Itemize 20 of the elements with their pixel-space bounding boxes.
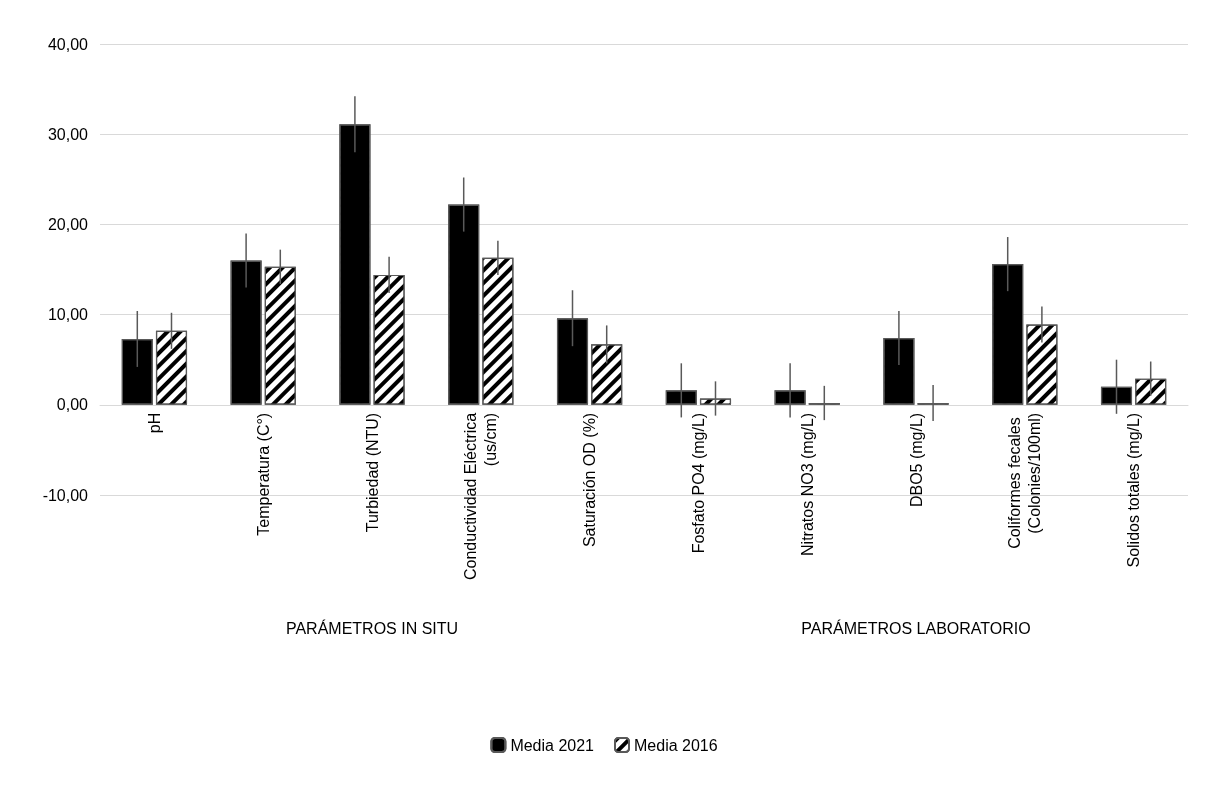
x-tick-label: Conductividad Eléctrica (us/cm): [462, 412, 500, 580]
text: PARÁMETROS LABORATORIO: [801, 618, 1031, 637]
x-tick-label: Nitratos NO3 (mg/L): [798, 412, 816, 556]
x-tick-label: pH: [145, 412, 163, 434]
x-tick-label: Saturación OD (%): [581, 412, 599, 548]
y-tick-label: 0,00: [56, 396, 89, 414]
x-tick-label: Temperatura (C°): [254, 412, 272, 536]
y-tick-label: -10,00: [42, 486, 89, 504]
x-tick-label: Solidos totales (mg/L): [1125, 412, 1143, 568]
x-tick-label: Turbiedad (NTU): [363, 412, 381, 533]
y-tick-label: 10,00: [47, 306, 89, 324]
legend-label: Media 2016: [634, 736, 718, 754]
x-tick-label: DBO5 (mg/L): [907, 412, 925, 508]
x-tick-label: Fosfato PO4 (mg/L): [689, 412, 707, 554]
x-tick-label: Coliformes fecales (Colonies/100ml): [1006, 412, 1044, 549]
legend-label: Media 2021: [510, 736, 595, 754]
y-tick-label: 30,00: [47, 125, 89, 143]
y-tick-label: 40,00: [47, 35, 89, 53]
y-tick-label: 20,00: [47, 215, 89, 233]
text: PARÁMETROS IN SITU: [285, 618, 459, 637]
